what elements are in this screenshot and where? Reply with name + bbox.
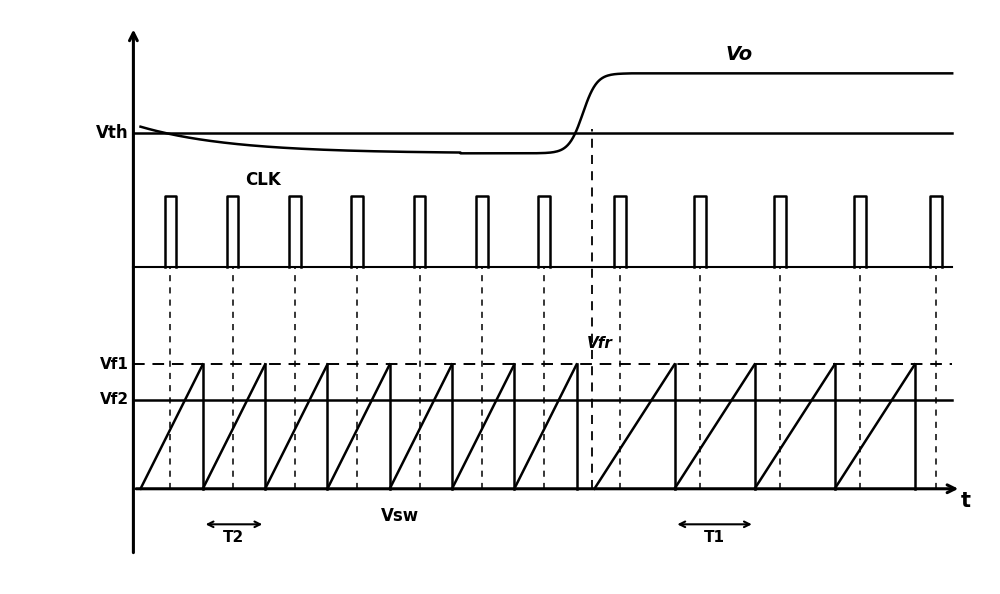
Text: T1: T1 bbox=[704, 530, 725, 545]
Text: Vfr: Vfr bbox=[587, 336, 613, 351]
Text: T2: T2 bbox=[223, 530, 245, 545]
Text: Vf2: Vf2 bbox=[100, 393, 129, 407]
Text: CLK: CLK bbox=[245, 171, 280, 189]
Text: Vf1: Vf1 bbox=[100, 357, 129, 372]
Text: Vth: Vth bbox=[96, 124, 129, 143]
Text: Vo: Vo bbox=[725, 45, 752, 64]
Text: t: t bbox=[961, 491, 971, 511]
Text: Vsw: Vsw bbox=[381, 507, 419, 525]
